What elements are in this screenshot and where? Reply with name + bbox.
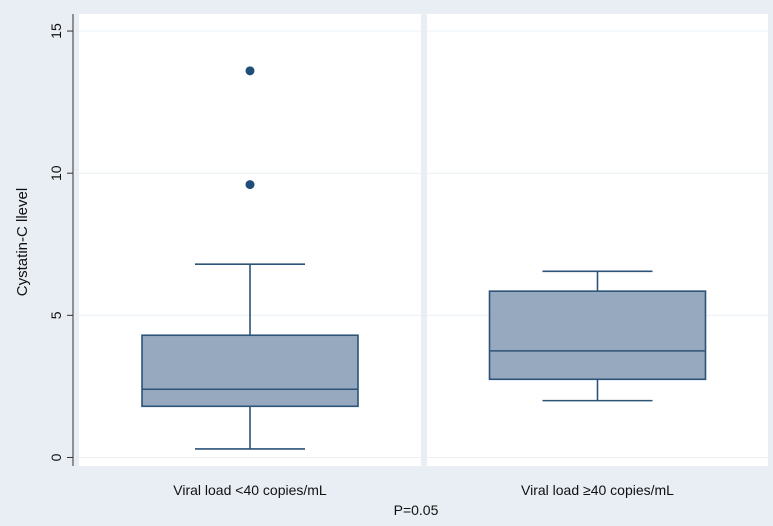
x-axis-label: P=0.05 bbox=[394, 502, 439, 518]
category-label: Viral load <40 copies/mL bbox=[173, 482, 327, 498]
panels: Viral load <40 copies/mL Viral load ≥40 c… bbox=[79, 14, 768, 498]
panel-2: Viral load ≥40 copies/mL bbox=[427, 14, 768, 498]
y-tick-label: 10 bbox=[48, 165, 64, 181]
y-axis-label: Cystatin-C llevel bbox=[14, 188, 31, 296]
outlier-point bbox=[245, 66, 255, 76]
y-tick-label: 15 bbox=[48, 23, 64, 39]
panel-1: Viral load <40 copies/mL bbox=[79, 14, 421, 498]
category-label: Viral load ≥40 copies/mL bbox=[521, 482, 674, 498]
iqr-box bbox=[141, 334, 359, 408]
iqr-box bbox=[488, 290, 707, 381]
y-tick-label: 0 bbox=[48, 453, 64, 461]
y-axis: 0 5 10 15 bbox=[48, 14, 74, 466]
y-tick-label: 5 bbox=[48, 311, 64, 319]
outlier-point bbox=[245, 180, 255, 190]
